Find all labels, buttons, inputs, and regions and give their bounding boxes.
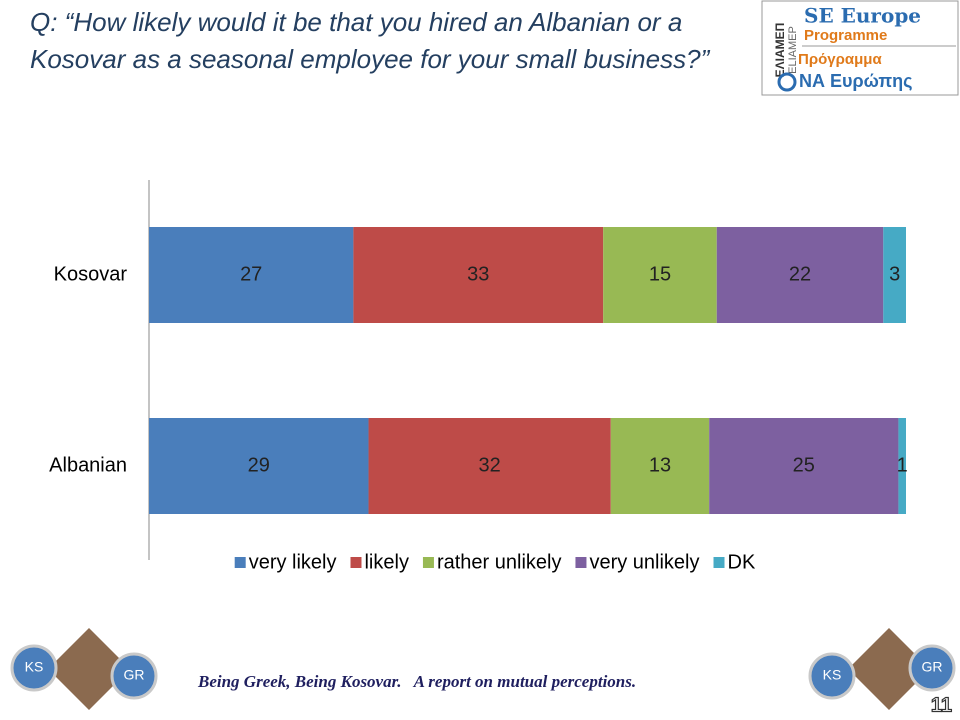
value-label: 22 [789,263,811,285]
logo-icon [777,72,797,92]
bar-segment [883,227,906,323]
badge-label: KS [823,667,842,683]
value-label: 32 [479,454,501,476]
category-label: Albanian [49,454,127,476]
value-label: 29 [248,454,270,476]
legend-swatch [350,557,362,568]
logo-text: Πρόγραμμα [798,51,882,68]
logo-acronym: ELIAMEP [787,26,799,74]
value-label: 27 [240,263,262,285]
page-number: 11 [931,694,952,716]
bar-segment [149,227,354,323]
badge-circle [908,644,956,692]
legend-label: likely [364,551,408,573]
legend-label: DK [728,551,756,573]
legend: very likely likely rather unlikely very unl… [234,551,756,573]
bar-segment [716,227,884,323]
bar-segment [709,418,899,514]
legend-swatch [422,557,434,568]
badge-circle [10,644,58,692]
value-label: 33 [467,263,489,285]
logo-acronym: ΕΛΙΑΜΕΠ [773,23,787,78]
diamond [847,627,931,711]
legend-label: very likely [249,551,337,573]
badge-circle [808,652,856,700]
legend-swatch [713,557,725,568]
value-label: 3 [889,263,900,285]
logo-text: SE Europe [804,4,921,28]
value-label: 15 [649,263,671,285]
legend-label: very unlikely [589,551,699,573]
bar-segment [353,227,604,323]
badge-right: KS GR [808,627,956,711]
logo: ΕΛΙΑΜΕΠ ELIAMEP SE Europe Programme Πρόγ… [761,0,959,96]
logo-text: ΝΑ Ευρώπης [799,71,912,91]
badge-label: GR [124,667,145,683]
category-label: Kosovar [54,263,128,285]
badge-label: GR [922,659,943,675]
chart-title: Q: “How likely would it be that you hire… [30,7,711,74]
footer: KS GR Being Greek, Being Kosovar. A repo… [10,627,956,717]
footer-text: Being Greek, Being Kosovar. A report on … [197,672,636,691]
bar-segment [603,227,717,323]
value-label: 13 [649,454,671,476]
logo-text: Programme [804,27,887,44]
badge-circle [110,652,158,700]
plot: Kosovar 27 33 15 22 3 Albanian 29 32 13 25 1 [49,227,908,514]
value-label: 1 [897,454,908,476]
value-label: 25 [793,454,815,476]
bar-segment [898,418,906,514]
legend-swatch [234,557,246,568]
bar-segment [610,418,710,514]
legend-label: rather unlikely [437,551,562,573]
bar-segment [149,418,369,514]
legend-swatch [575,557,587,568]
bar-segment [368,418,611,514]
badge-left: KS GR [10,627,158,711]
title-block: Q: “How likely would it be that you hire… [30,7,711,74]
badge-label: KS [25,659,44,675]
